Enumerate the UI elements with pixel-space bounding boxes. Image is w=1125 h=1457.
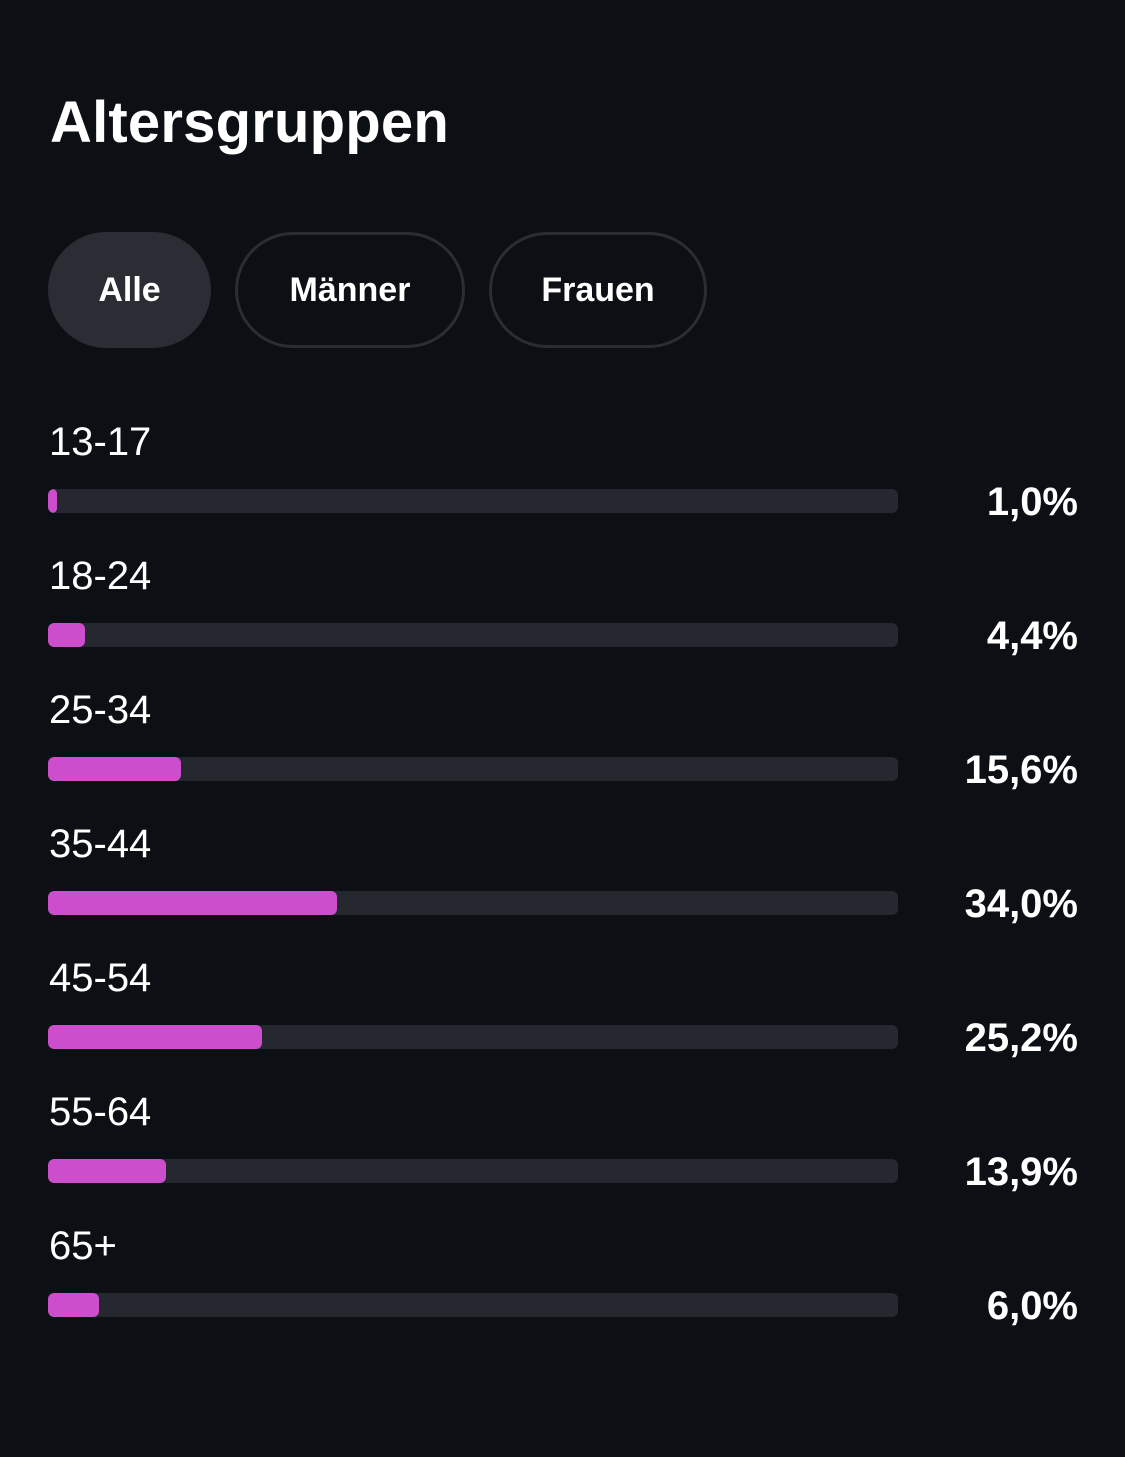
age-group-bar-track bbox=[48, 1159, 898, 1183]
age-group-bar-fill bbox=[48, 1159, 166, 1183]
age-group-row: 45-54 25,2% bbox=[48, 950, 1078, 1084]
age-group-bar-track bbox=[48, 757, 898, 781]
age-group-row: 55-64 13,9% bbox=[48, 1084, 1078, 1218]
age-group-label: 25-34 bbox=[49, 688, 152, 732]
filter-chip-alle[interactable]: Alle bbox=[48, 232, 211, 348]
age-group-label: 65+ bbox=[49, 1224, 117, 1268]
age-group-label: 35-44 bbox=[49, 822, 152, 866]
age-group-percentage: 4,4% bbox=[986, 614, 1078, 658]
age-group-percentage: 15,6% bbox=[964, 748, 1078, 792]
filter-chip-frauen[interactable]: Frauen bbox=[489, 232, 707, 348]
age-group-bar-track bbox=[48, 891, 898, 915]
age-group-bar-fill bbox=[48, 1293, 99, 1317]
age-group-row: 65+ 6,0% bbox=[48, 1218, 1078, 1352]
filter-chip-maenner[interactable]: Männer bbox=[235, 232, 465, 348]
page-title: Altersgruppen bbox=[50, 90, 449, 155]
age-group-percentage: 34,0% bbox=[964, 882, 1078, 926]
age-group-list: 13-17 1,0% 18-24 4,4% 25-34 15,6% 35-44 bbox=[48, 414, 1078, 1352]
age-group-bar-track bbox=[48, 1293, 898, 1317]
age-group-bar-fill bbox=[48, 489, 57, 513]
age-group-bar-fill bbox=[48, 1025, 262, 1049]
age-group-label: 18-24 bbox=[49, 554, 152, 598]
age-group-label: 13-17 bbox=[49, 420, 152, 464]
age-group-row: 35-44 34,0% bbox=[48, 816, 1078, 950]
age-group-row: 18-24 4,4% bbox=[48, 548, 1078, 682]
age-group-percentage: 25,2% bbox=[964, 1016, 1078, 1060]
age-group-bar-fill bbox=[48, 623, 85, 647]
age-group-percentage: 13,9% bbox=[964, 1150, 1078, 1194]
age-group-percentage: 1,0% bbox=[986, 480, 1078, 524]
age-group-bar-track bbox=[48, 489, 898, 513]
age-group-bar-fill bbox=[48, 757, 181, 781]
age-group-percentage: 6,0% bbox=[986, 1284, 1078, 1328]
age-group-bar-fill bbox=[48, 891, 337, 915]
gender-filter-group: Alle Männer Frauen bbox=[48, 232, 707, 348]
age-group-bar-track bbox=[48, 623, 898, 647]
age-group-row: 13-17 1,0% bbox=[48, 414, 1078, 548]
age-group-label: 55-64 bbox=[49, 1090, 152, 1134]
age-group-bar-track bbox=[48, 1025, 898, 1049]
age-group-row: 25-34 15,6% bbox=[48, 682, 1078, 816]
age-group-label: 45-54 bbox=[49, 956, 152, 1000]
